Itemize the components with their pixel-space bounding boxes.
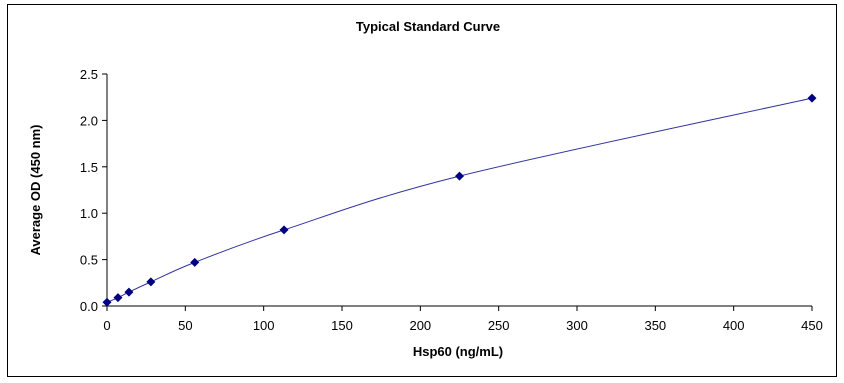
data-point [807, 93, 817, 103]
data-point [279, 225, 289, 235]
data-point [113, 293, 123, 303]
data-points [102, 93, 817, 307]
data-point [455, 171, 464, 181]
x-axis-title: Hsp60 (ng/mL) [413, 344, 503, 359]
x-tick-label: 200 [409, 318, 431, 333]
x-tick-label: 450 [801, 318, 823, 333]
data-point [146, 277, 156, 287]
chart-title: Typical Standard Curve [356, 19, 500, 34]
y-tick-label: 1.5 [80, 160, 98, 175]
data-point [102, 297, 112, 307]
x-tick-label: 50 [178, 318, 192, 333]
y-tick-label: 1.0 [80, 206, 98, 221]
x-tick-label: 100 [253, 318, 275, 333]
axes: 0 50 100 150 200 250 300 350 400 450 0.0 0.5 1.0 1.5 2… [80, 67, 823, 333]
x-tick-label: 250 [488, 318, 510, 333]
x-tick-label: 350 [644, 318, 666, 333]
data-point [124, 287, 134, 297]
fit-curve [106, 97, 813, 303]
x-tick-label: 0 [103, 318, 110, 333]
chart-frame [7, 4, 837, 377]
y-axis-title: Average OD (450 nm) [28, 124, 43, 255]
y-tick-label: 2.0 [80, 113, 98, 128]
x-tick-label: 150 [331, 318, 353, 333]
curve-line [106, 97, 813, 303]
y-tick-label: 0.0 [80, 299, 98, 314]
y-tick-label: 2.5 [80, 67, 98, 82]
data-point [190, 257, 200, 267]
x-tick-label: 300 [566, 318, 588, 333]
x-tick-label: 400 [723, 318, 745, 333]
y-tick-label: 0.5 [80, 253, 98, 268]
